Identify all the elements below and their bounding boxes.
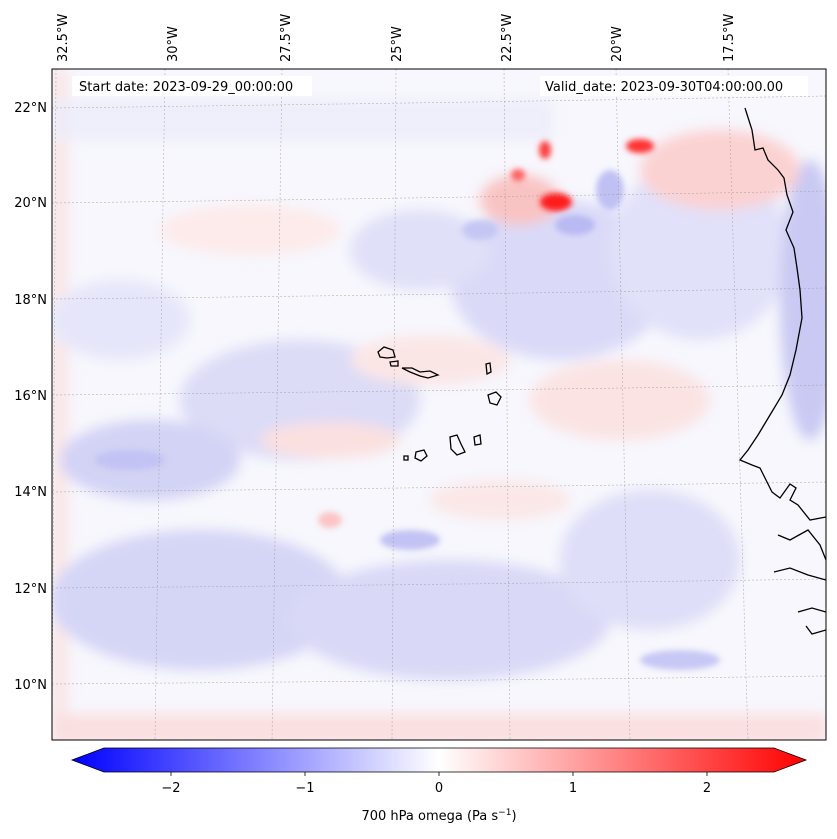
- colorbar-label-superscript: −1: [498, 808, 511, 818]
- colorbar-tick-label: 2: [703, 781, 711, 796]
- lon-label: 25°W: [390, 26, 405, 62]
- colorbar-label: 700 hPa omega (Pa s−1): [361, 808, 516, 824]
- cape-verde-brava: [403, 455, 409, 461]
- lat-label: 22°N: [14, 101, 47, 116]
- map-panel: Start date: 2023-09-29_00:00:00 Valid_da…: [51, 68, 827, 741]
- start-date-label: Start date: 2023-09-29_00:00:00: [79, 80, 293, 95]
- lat-label: 10°N: [14, 678, 47, 693]
- valid-date-label: Valid_date: 2023-09-30T04:00:00.00: [545, 80, 783, 95]
- valid-date-box: [540, 76, 808, 96]
- africa-coastline: [738, 107, 826, 635]
- map-frame: [51, 68, 827, 741]
- lon-label: 32.5°W: [56, 14, 71, 62]
- colorbar-label-close: ): [511, 809, 516, 824]
- colorbar: −2 −1 0 1 2 700 hPa omega (Pa s−1): [70, 747, 808, 824]
- lon-label: 27.5°W: [279, 14, 294, 62]
- cape-verde-sao-nicolau: [401, 367, 440, 379]
- omega-field: [52, 69, 826, 740]
- cape-verde-santo-antao: [377, 346, 396, 359]
- omega-hotspots: [95, 139, 720, 670]
- lon-label: 30°W: [166, 26, 181, 62]
- lat-label: 12°N: [14, 582, 47, 597]
- cape-verde-boa-vista: [487, 391, 502, 406]
- colorbar-tick-label: −1: [295, 781, 314, 796]
- lon-label: 20°W: [610, 26, 625, 62]
- lat-label: 14°N: [14, 485, 47, 500]
- colorbar-tick-label: −2: [161, 781, 180, 796]
- lat-label: 16°N: [14, 389, 47, 404]
- colorbar-label-main: 700 hPa omega (Pa s: [361, 809, 498, 824]
- lat-label: 20°N: [14, 196, 47, 211]
- colorbar-bar: [70, 747, 808, 773]
- latitude-labels: 22°N 20°N 18°N 16°N 14°N 12°N 10°N: [14, 101, 47, 693]
- cape-verde-sal: [485, 362, 492, 376]
- cape-verde-fogo: [414, 449, 428, 462]
- colorbar-ticks: [170, 772, 708, 776]
- start-date-box: [72, 76, 312, 96]
- longitude-labels: 32.5°W 30°W 27.5°W 25°W 22.5°W 20°W 17.5…: [56, 14, 737, 62]
- colorbar-tick-label: 0: [435, 781, 443, 796]
- colorbar-tick-label: 1: [569, 781, 577, 796]
- lon-label: 22.5°W: [500, 14, 515, 62]
- lat-label: 18°N: [14, 293, 47, 308]
- cape-verde-sao-vicente: [389, 360, 399, 367]
- cape-verde-santiago: [449, 434, 466, 456]
- coastline: [377, 107, 826, 635]
- lon-label: 17.5°W: [722, 14, 737, 62]
- cape-verde-maio: [473, 434, 482, 446]
